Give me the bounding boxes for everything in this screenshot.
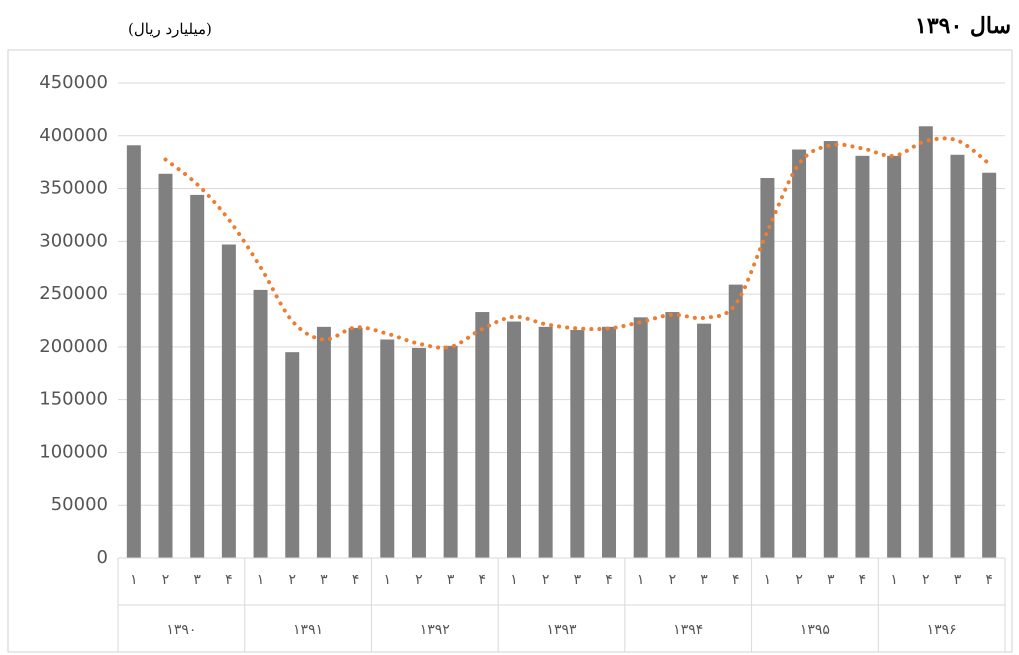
y-tick-label: 200000 [39, 336, 108, 357]
bar [190, 194, 205, 558]
bar [918, 126, 933, 559]
bar [221, 244, 236, 558]
bar [253, 289, 268, 558]
x-tick-label: ۴ [859, 572, 867, 588]
bar [602, 326, 617, 558]
group-label: ۱۳۹۳ [546, 622, 577, 638]
x-tick-label: ۲ [415, 572, 423, 588]
bar [380, 339, 395, 558]
bar [285, 352, 300, 558]
bar [158, 173, 173, 558]
y-tick-label: 450000 [39, 72, 108, 93]
x-tick-label: ۲ [922, 572, 930, 588]
group-label: ۱۳۹۲ [420, 622, 450, 638]
y-tick-label: 350000 [39, 178, 108, 199]
bar [697, 323, 712, 558]
y-tick-label: 300000 [39, 230, 108, 251]
x-tick-label: ۴ [605, 572, 613, 588]
unit-label: (میلیارد ریال) [128, 20, 212, 38]
x-tick-label: ۱ [637, 572, 645, 588]
x-tick-label: ۴ [732, 572, 740, 588]
x-tick-label: ۲ [669, 572, 677, 588]
bar [823, 141, 838, 559]
group-label: ۱۳۹۶ [927, 622, 957, 638]
x-tick-label: ۳ [700, 572, 708, 588]
x-tick-label: ۳ [954, 572, 962, 588]
x-tick-label: ۳ [320, 572, 328, 588]
x-tick-label: ۱ [764, 572, 772, 588]
x-tick-label: ۳ [827, 572, 835, 588]
x-tick-label: ۱ [130, 572, 138, 588]
x-tick-label: ۴ [352, 572, 360, 588]
x-tick-label: ۴ [985, 572, 993, 588]
y-tick-label: 0 [97, 547, 108, 568]
bar [348, 327, 363, 558]
x-tick-label: ۱ [384, 572, 392, 588]
bar [982, 172, 997, 558]
bar [728, 284, 743, 558]
group-label: ۱۳۹۴ [673, 622, 703, 638]
bar [443, 345, 458, 558]
bar [126, 145, 141, 558]
bar [506, 321, 521, 558]
chart-frame [7, 49, 1013, 653]
bar [570, 330, 585, 558]
bar [316, 326, 331, 558]
y-tick-label: 150000 [39, 389, 108, 410]
y-tick-label: 250000 [39, 283, 108, 304]
bar [538, 326, 553, 558]
x-tick-label: ۱ [510, 572, 518, 588]
group-label: ۱۳۹۰ [166, 622, 196, 638]
chart-title: نمودار ۴. ارزش‌افزوده گروه نفت به قیمت ث… [915, 12, 1019, 39]
group-label: ۱۳۹۵ [800, 622, 830, 638]
bar [760, 178, 775, 558]
bar [665, 312, 680, 558]
y-tick-label: 50000 [51, 494, 108, 515]
x-tick-label: ۳ [447, 572, 455, 588]
x-tick-label: ۳ [574, 572, 582, 588]
x-tick-label: ۲ [542, 572, 550, 588]
bar [792, 149, 807, 558]
bar [887, 155, 902, 559]
x-tick-label: ۳ [193, 572, 201, 588]
trend-line [163, 136, 992, 350]
x-tick-label: ۲ [162, 572, 170, 588]
bar [633, 317, 648, 558]
x-tick-label: ۱ [257, 572, 265, 588]
bar [411, 347, 426, 558]
x-tick-label: ۴ [479, 572, 487, 588]
x-tick-label: ۲ [288, 572, 296, 588]
x-tick-label: ۲ [795, 572, 803, 588]
bar [950, 154, 965, 558]
bar [475, 312, 490, 558]
x-tick-label: ۱ [890, 572, 898, 588]
y-tick-label: 100000 [39, 441, 108, 462]
bar [855, 155, 870, 559]
x-tick-label: ۴ [225, 572, 233, 588]
y-tick-label: 400000 [39, 125, 108, 146]
group-label: ۱۳۹۱ [293, 622, 323, 638]
